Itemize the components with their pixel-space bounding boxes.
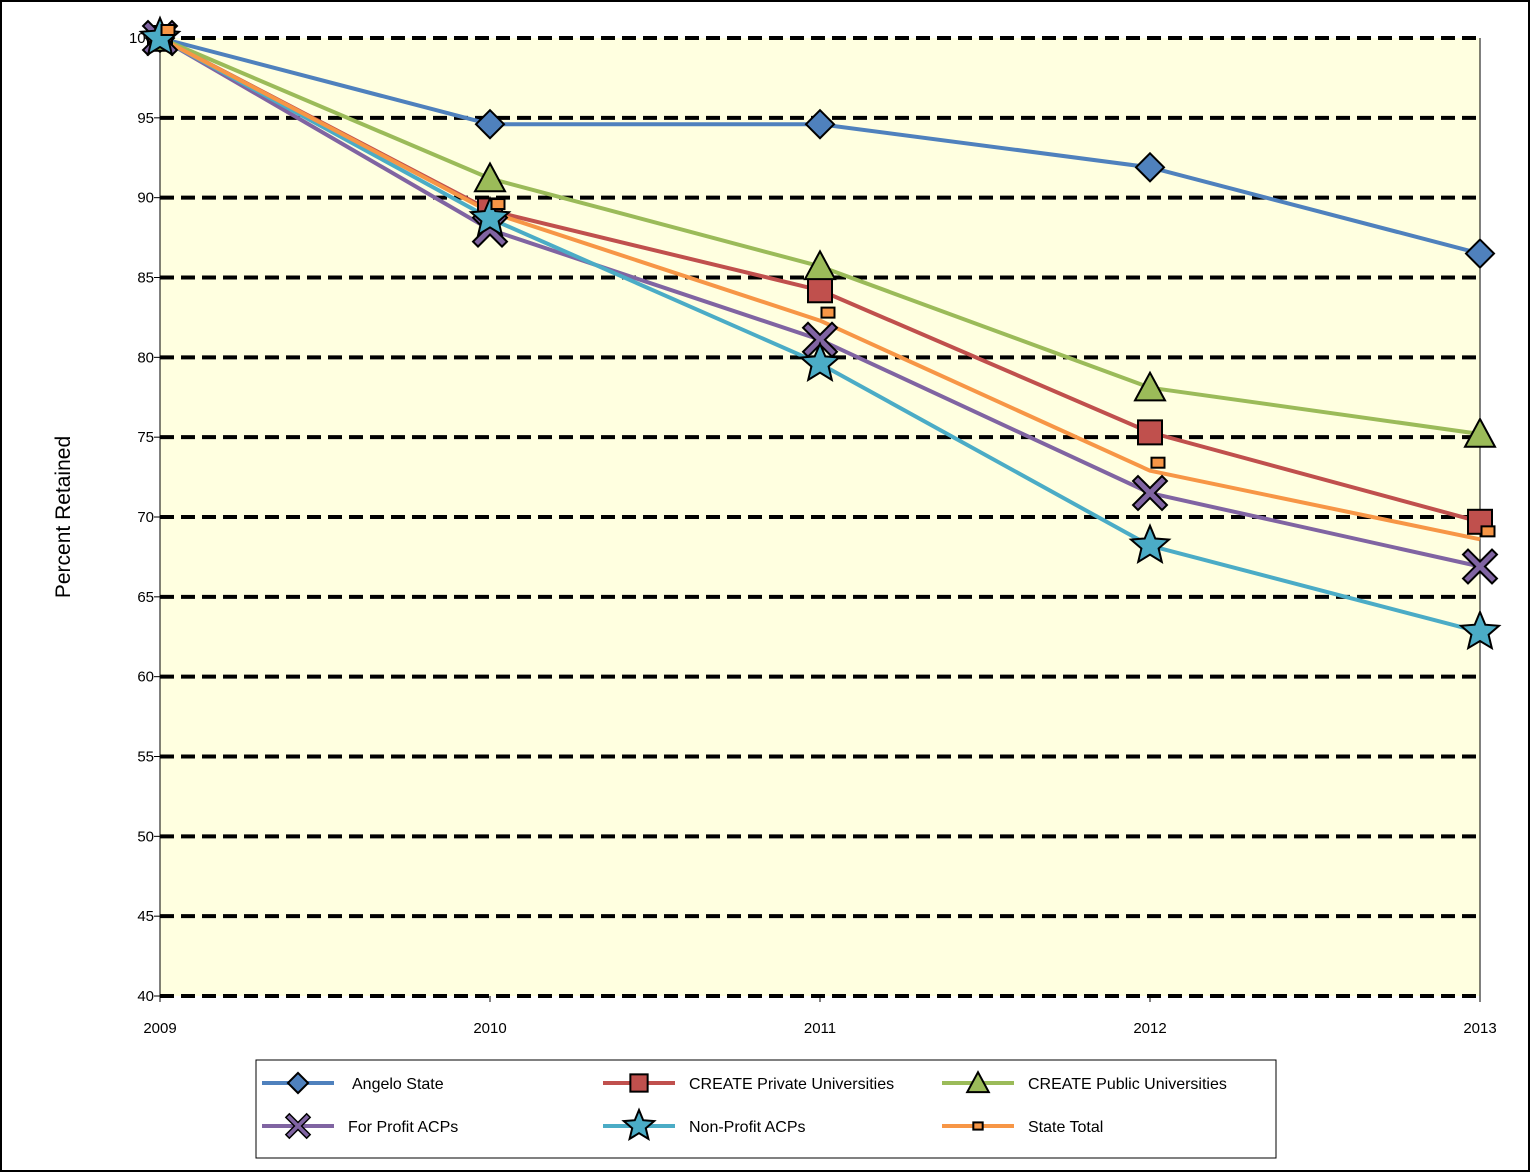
triangle-marker (803, 249, 837, 281)
diamond-marker (1464, 238, 1496, 269)
legend-item: CREATE Private Universities (603, 1073, 894, 1093)
diamond-shape (474, 108, 506, 140)
small-square-marker (972, 1121, 984, 1131)
star-shape (468, 195, 512, 237)
legend-label: For Profit ACPs (348, 1119, 458, 1136)
x-tick-label: 2010 (473, 1020, 506, 1037)
star-shape (798, 341, 842, 383)
series-markers (138, 15, 1502, 651)
y-axis-title: Percent Retained (52, 436, 75, 598)
triangle-marker (1133, 370, 1167, 402)
x-tick-labels: 2009 2010 2011 2012 2013 (143, 1020, 1496, 1037)
small-square-marker (1480, 525, 1496, 538)
legend-item: State Total (942, 1119, 1103, 1136)
x-marker (1131, 474, 1169, 512)
y-tick-label: 75 (137, 429, 154, 446)
legend-label: Non-Profit ACPs (689, 1119, 805, 1136)
x-tick-label: 2012 (1133, 1020, 1166, 1037)
diamond-shape (286, 1071, 310, 1095)
x-stroke (1464, 550, 1496, 583)
triangle-shape (803, 249, 837, 281)
y-tick-label: 65 (137, 589, 154, 606)
y-tick-label: 95 (137, 110, 154, 127)
star-marker (468, 195, 512, 237)
small-square-marker (160, 24, 176, 36)
square-marker (629, 1073, 649, 1093)
triangle-shape (473, 161, 507, 193)
series-group (138, 15, 1502, 651)
x-stroke (804, 324, 836, 356)
series-line (159, 36, 1481, 542)
small-square-shape (820, 306, 836, 319)
small-square-shape (1150, 456, 1166, 469)
x-tick-label: 2013 (1463, 1020, 1496, 1037)
small-square-shape (490, 198, 506, 211)
x-marker (284, 1112, 312, 1140)
legend-item: Non-Profit ACPs (603, 1107, 805, 1142)
small-square-shape (160, 24, 176, 36)
triangle-shape (1133, 370, 1167, 402)
star-marker (1128, 523, 1172, 565)
small-square-marker (820, 306, 836, 319)
legend-box (255, 1059, 1277, 1159)
series-state-total (159, 36, 1481, 542)
y-tick-label: 90 (137, 190, 154, 207)
triangle-marker (473, 161, 507, 193)
y-tick-label: 45 (137, 908, 154, 925)
y-tick-label: 50 (137, 828, 154, 845)
x-stroke (286, 1114, 310, 1138)
diamond-marker (286, 1071, 310, 1095)
y-tick-label: 60 (137, 669, 154, 686)
square-marker (1137, 419, 1163, 446)
x-marker (1461, 548, 1499, 585)
y-tick-label: 85 (137, 270, 154, 287)
diamond-marker (1134, 151, 1166, 183)
y-tick-label: 70 (137, 509, 154, 526)
small-square-marker (490, 198, 506, 211)
small-square-shape (972, 1121, 984, 1131)
square-marker (807, 277, 833, 304)
x-marker (801, 321, 839, 359)
legend: Angelo State CREATE Private Universities C… (255, 1059, 1277, 1159)
series-markers (160, 24, 1496, 538)
diamond-shape (1134, 151, 1166, 183)
legend-label: CREATE Public Universities (1028, 1076, 1227, 1093)
x-stroke (1134, 477, 1166, 509)
y-tick-label: 40 (137, 988, 154, 1005)
legend-label: Angelo State (352, 1076, 444, 1093)
square-shape (807, 277, 833, 304)
triangle-marker (1463, 416, 1497, 448)
square-shape (1137, 419, 1163, 446)
x-tick-label: 2011 (804, 1020, 836, 1037)
x-tick-label: 2009 (143, 1020, 176, 1037)
triangle-shape (965, 1070, 991, 1094)
small-square-marker (1150, 456, 1166, 469)
star-marker (621, 1107, 657, 1142)
legend-item: For Profit ACPs (262, 1112, 458, 1140)
small-square-shape (1480, 525, 1496, 538)
diamond-marker (474, 108, 506, 140)
star-shape (1128, 523, 1172, 565)
diamond-shape (1464, 238, 1496, 269)
star-marker (1458, 609, 1502, 651)
diamond-marker (804, 108, 836, 140)
star-shape (1458, 609, 1502, 651)
legend-item: CREATE Public Universities (942, 1070, 1227, 1094)
triangle-shape (1463, 416, 1497, 448)
y-tick-label: 55 (137, 749, 154, 766)
square-shape (629, 1073, 649, 1093)
legend-label: State Total (1028, 1119, 1103, 1136)
y-tick-label: 80 (137, 349, 154, 366)
star-marker (798, 341, 842, 383)
diamond-shape (804, 108, 836, 140)
triangle-marker (965, 1070, 991, 1094)
legend-item: Angelo State (262, 1071, 444, 1095)
star-shape (621, 1107, 657, 1142)
legend-label: CREATE Private Universities (689, 1076, 894, 1093)
